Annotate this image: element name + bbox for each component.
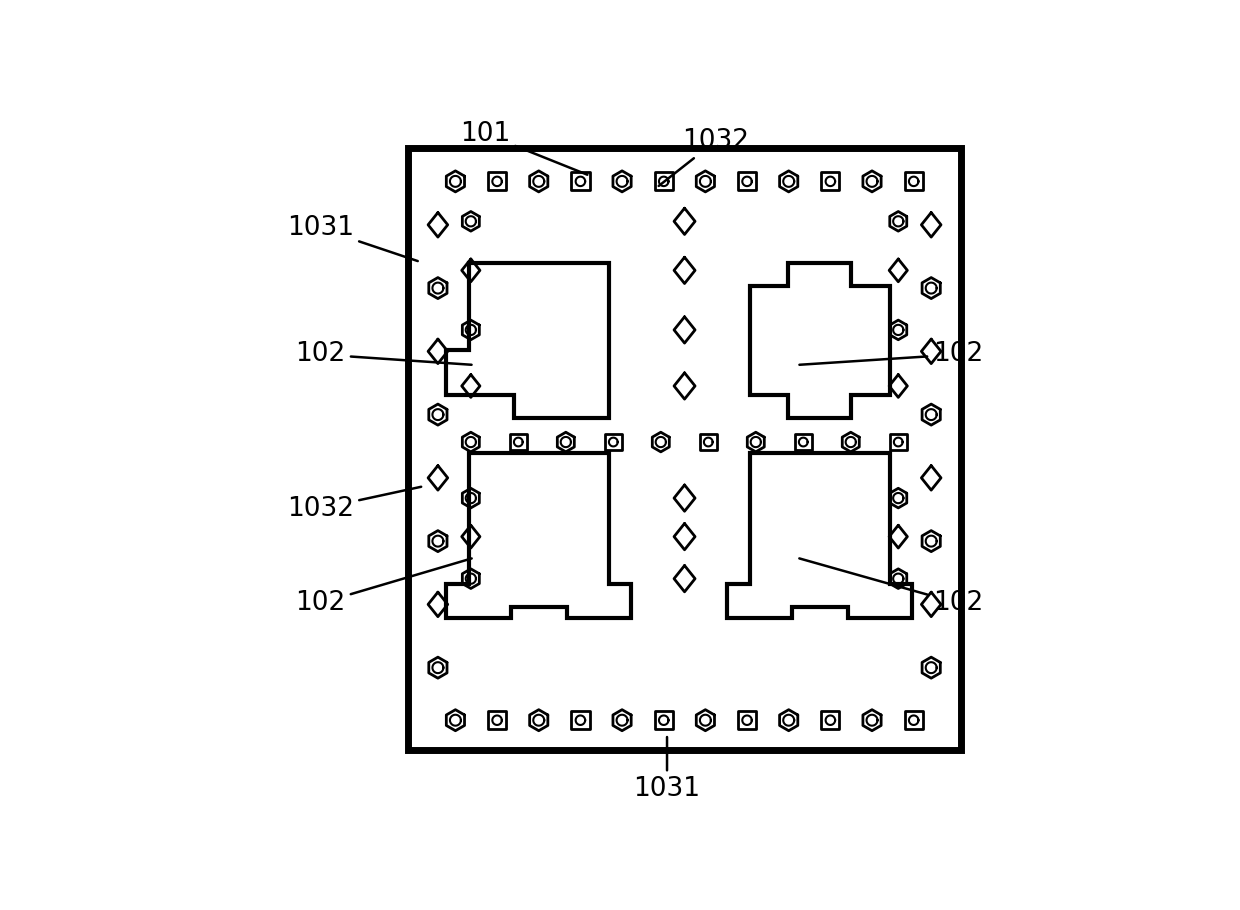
Bar: [821, 711, 839, 729]
Bar: [795, 434, 812, 450]
Text: 102: 102: [800, 341, 983, 368]
Bar: [738, 172, 756, 190]
Bar: [699, 434, 717, 450]
Text: 102: 102: [295, 341, 471, 368]
Polygon shape: [750, 263, 890, 418]
Bar: [821, 172, 839, 190]
Bar: [655, 172, 673, 190]
Bar: [738, 711, 756, 729]
Bar: [510, 434, 527, 450]
Bar: [655, 711, 673, 729]
Text: 1032: 1032: [658, 127, 750, 186]
Text: 101: 101: [460, 121, 588, 175]
Bar: [904, 172, 923, 190]
Bar: [408, 147, 961, 751]
Bar: [605, 434, 621, 450]
Text: 102: 102: [295, 559, 471, 616]
Bar: [489, 172, 506, 190]
Text: 1031: 1031: [286, 216, 418, 261]
Bar: [890, 434, 906, 450]
Polygon shape: [446, 452, 631, 618]
Bar: [904, 711, 923, 729]
Bar: [572, 172, 589, 190]
Polygon shape: [728, 452, 913, 618]
Bar: [489, 711, 506, 729]
Polygon shape: [446, 263, 609, 418]
Bar: [572, 711, 589, 729]
Text: 102: 102: [800, 559, 983, 616]
Text: 1032: 1032: [286, 487, 422, 521]
Text: 1031: 1031: [634, 737, 701, 802]
